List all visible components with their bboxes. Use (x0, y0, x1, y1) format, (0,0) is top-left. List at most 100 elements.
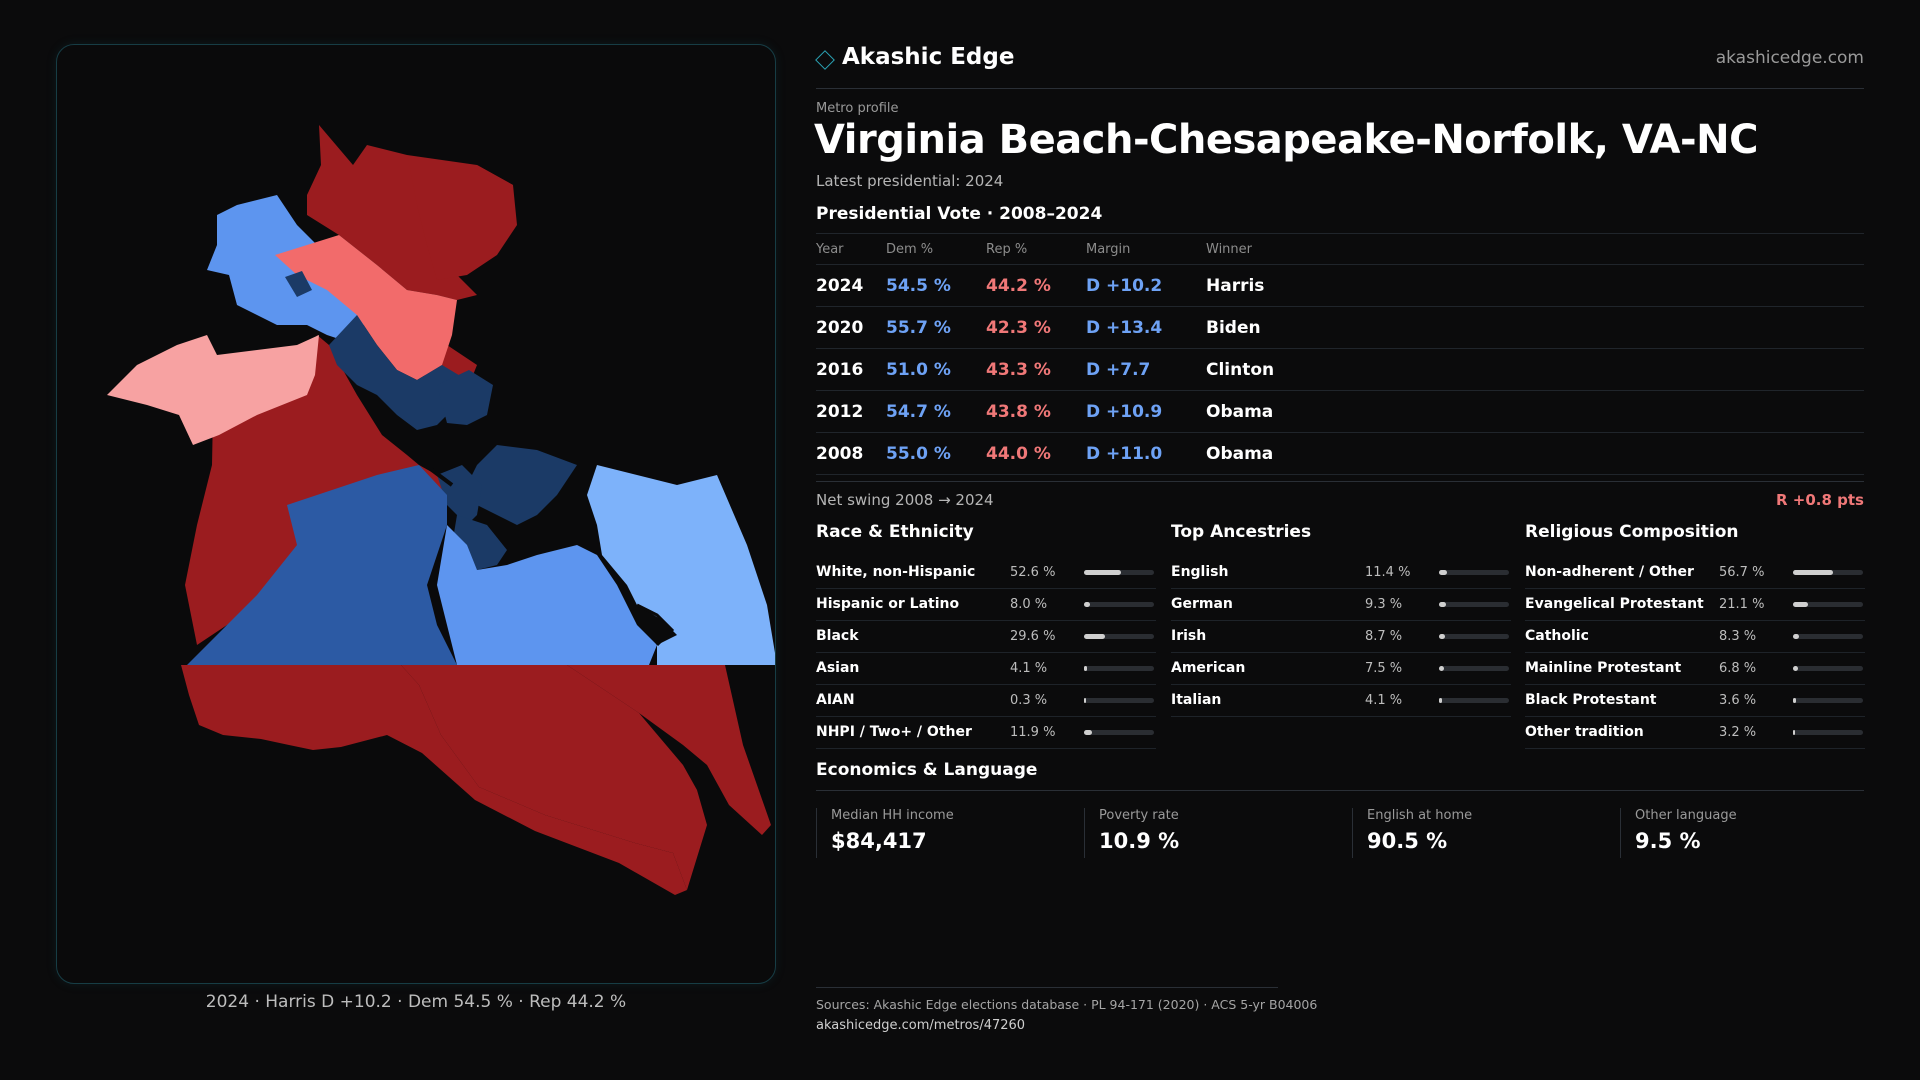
race-list: White, non-Hispanic 52.6 % Hispanic or Lat… (816, 557, 1156, 749)
table-row: 2024 54.5 % 44.2 % D +10.2 Harris (816, 264, 1864, 307)
county-james-city[interactable] (207, 195, 367, 345)
page-title: Virginia Beach-Chesapeake-Norfolk, VA-NC (814, 117, 1758, 163)
county-poquoson[interactable] (285, 271, 312, 297)
stat-row-bar-fill (1084, 634, 1105, 639)
religion-section-title: Religious Composition (1525, 522, 1739, 542)
stat-row-bar-fill (1439, 570, 1447, 575)
cell-winner: Obama (1206, 390, 1864, 433)
county-hampton[interactable] (437, 370, 493, 425)
col-year: Year (816, 233, 886, 265)
stat-row-label: Asian (816, 660, 860, 676)
county-york[interactable] (275, 235, 457, 380)
sources-link[interactable]: akashicedge.com/metros/47260 (816, 1018, 1026, 1033)
stat-row-bar (1084, 634, 1154, 639)
stat-row-bar (1793, 698, 1863, 703)
county-mathews[interactable] (407, 155, 517, 280)
water-line (636, 603, 675, 647)
county-suffolk[interactable] (187, 465, 457, 665)
cell-dem: 55.0 % (886, 432, 986, 475)
stat-row-bar (1793, 570, 1863, 575)
col-rep: Rep % (986, 233, 1086, 265)
diamond-logo-icon (815, 50, 835, 70)
stat-row-bar (1084, 730, 1154, 735)
county-chesapeake[interactable] (437, 525, 657, 665)
ancestry-section: Top Ancestries English 11.4 % German 9.3 % I… (1171, 521, 1511, 717)
stat-row-percent: 7.5 % (1365, 661, 1403, 676)
stat-row-label: Italian (1171, 692, 1222, 708)
stat-row: Hispanic or Latino 8.0 % (816, 589, 1156, 621)
stat-row: English 11.4 % (1171, 557, 1511, 589)
stat-label: Other language (1635, 808, 1737, 823)
stat-row-bar (1439, 698, 1509, 703)
stat-row-percent: 3.6 % (1719, 693, 1757, 708)
stat-row-percent: 52.6 % (1010, 565, 1056, 580)
sources-footer: Sources: Akashic Edge elections database… (816, 987, 1317, 1033)
stat-row: Irish 8.7 % (1171, 621, 1511, 653)
stat-row-bar (1439, 666, 1509, 671)
table-row: 2016 51.0 % 43.3 % D +7.7 Clinton (816, 348, 1864, 391)
cell-winner: Biden (1206, 306, 1864, 349)
stat-row-bar (1084, 602, 1154, 607)
stat-row: Italian 4.1 % (1171, 685, 1511, 717)
map-panel (56, 44, 776, 984)
stat-row-bar-fill (1439, 634, 1446, 639)
stat-row-label: Black (816, 628, 859, 644)
stat-row-label: English (1171, 564, 1229, 580)
stat-row: Black 29.6 % (816, 621, 1156, 653)
cell-dem: 51.0 % (886, 348, 986, 391)
stat-row-bar (1084, 698, 1154, 703)
cell-rep: 43.3 % (986, 348, 1086, 391)
stat-row-label: German (1171, 596, 1233, 612)
stat-row-bar-fill (1084, 666, 1087, 671)
col-winner: Winner (1206, 233, 1864, 265)
brand-url-link[interactable]: akashicedge.com (1715, 48, 1864, 68)
stat-median-income: Median HH income $84,417 (816, 808, 1067, 858)
stat-row-percent: 3.2 % (1719, 725, 1757, 740)
stat-label: Poverty rate (1099, 808, 1179, 823)
stat-row-percent: 4.1 % (1365, 693, 1403, 708)
stat-row-bar-fill (1084, 730, 1093, 735)
cell-margin: D +11.0 (1086, 432, 1206, 475)
stat-row-bar-fill (1084, 698, 1086, 703)
stat-row-bar (1793, 634, 1863, 639)
race-section-title: Race & Ethnicity (816, 522, 974, 542)
stat-row-label: Black Protestant (1525, 692, 1657, 708)
table-header-row: Year Dem % Rep % Margin Winner (816, 233, 1864, 265)
stat-row-bar (1793, 730, 1863, 735)
cell-rep: 42.3 % (986, 306, 1086, 349)
county-camden[interactable] (401, 665, 707, 890)
stat-row-label: Irish (1171, 628, 1207, 644)
stat-row-bar (1439, 602, 1509, 607)
stat-row-label: White, non-Hispanic (816, 564, 976, 580)
cell-rep: 44.2 % (986, 264, 1086, 307)
stat-row-bar-fill (1793, 666, 1798, 671)
stat-row-bar-fill (1439, 602, 1446, 607)
county-outer-banks[interactable] (567, 665, 771, 835)
stat-row-bar-fill (1793, 634, 1799, 639)
stat-other-language: Other language 9.5 % (1620, 808, 1871, 858)
county-isle-of-wight[interactable] (107, 335, 319, 445)
stat-row: Black Protestant 3.6 % (1525, 685, 1865, 717)
cell-rep: 44.0 % (986, 432, 1086, 475)
county-norfolk[interactable] (467, 445, 577, 525)
cell-margin: D +13.4 (1086, 306, 1206, 349)
stat-row-percent: 0.3 % (1010, 693, 1048, 708)
stat-row-bar-fill (1793, 698, 1796, 703)
stat-english-at-home: English at home 90.5 % (1352, 808, 1603, 858)
cell-year: 2012 (816, 390, 886, 433)
water-line-2 (405, 448, 454, 487)
cell-winner: Clinton (1206, 348, 1864, 391)
county-newport-news[interactable] (329, 315, 467, 430)
cell-dem: 54.5 % (886, 264, 986, 307)
cell-dem: 55.7 % (886, 306, 986, 349)
county-virginia-beach[interactable] (587, 465, 775, 665)
religion-section: Religious Composition Non-adherent / Oth… (1525, 521, 1865, 749)
stat-row-bar-fill (1084, 570, 1121, 575)
county-currituck[interactable] (181, 665, 687, 895)
stat-poverty-rate: Poverty rate 10.9 % (1084, 808, 1335, 858)
cell-rep: 43.8 % (986, 390, 1086, 433)
stat-row-percent: 9.3 % (1365, 597, 1403, 612)
vote-section-title: Presidential Vote · 2008–2024 (816, 204, 1103, 224)
stat-row-percent: 4.1 % (1010, 661, 1048, 676)
county-gloucester[interactable] (307, 125, 513, 300)
